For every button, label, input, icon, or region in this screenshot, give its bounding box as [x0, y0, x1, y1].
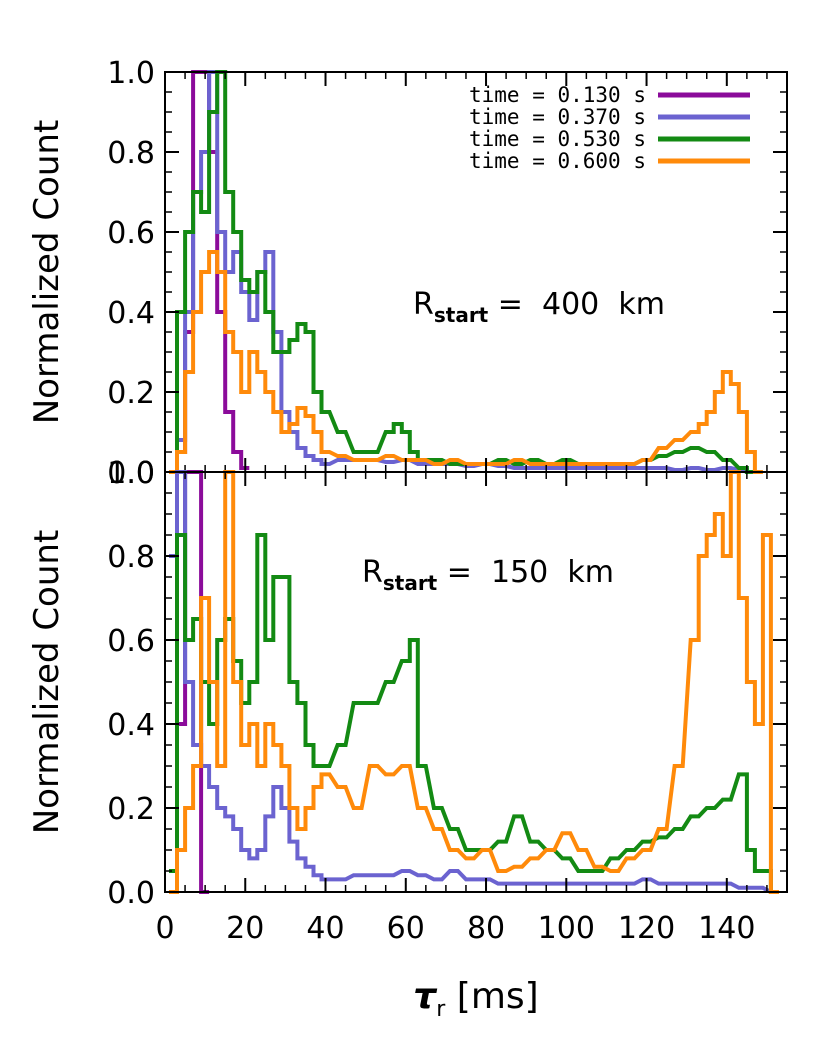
top-y-axis-label: Normalized Count	[27, 120, 67, 425]
bottom-annotation-rest: = 150 km	[437, 555, 614, 590]
top-ytick-label-4: 0.8	[107, 136, 155, 171]
xtick-label-0: 0	[155, 911, 174, 946]
top-ytick-label-5: 1.0	[107, 56, 155, 91]
bottom-ytick-label-4: 0.8	[107, 540, 155, 575]
xtick-label-2: 40	[306, 911, 344, 946]
bottom-ytick-label-2: 0.4	[107, 708, 155, 743]
top-ytick-label-3: 0.6	[107, 216, 155, 251]
xtick-label-5: 100	[538, 911, 595, 946]
bottom-ytick-label-0: 0.0	[107, 876, 155, 911]
legend-label-1: time = 0.370 s	[469, 105, 646, 129]
bottom-y-axis-label: Normalized Count	[27, 530, 67, 835]
top-ytick-label-2: 0.4	[107, 296, 155, 331]
bottom-annotation-main: R	[362, 555, 383, 590]
x-axis-label-rest: [ms]	[445, 976, 538, 1017]
x-axis-label-main: τ	[413, 976, 438, 1017]
top-ytick-label-1: 0.2	[107, 376, 155, 411]
legend-label-2: time = 0.530 s	[469, 127, 646, 151]
xtick-label-7: 140	[698, 911, 755, 946]
top-annotation-rest: = 400 km	[488, 287, 665, 322]
xtick-label-1: 20	[226, 911, 264, 946]
bottom-ytick-label-1: 0.2	[107, 792, 155, 827]
xtick-label-6: 120	[618, 911, 675, 946]
legend-label-0: time = 0.130 s	[469, 83, 646, 107]
bottom-annotation-subscript: start	[383, 571, 438, 595]
legend-label-3: time = 0.600 s	[469, 149, 646, 173]
xtick-label-4: 80	[467, 911, 505, 946]
top-annotation-main: R	[413, 287, 434, 322]
bottom-ytick-label-5: 1.0	[107, 456, 155, 491]
top-annotation-subscript: start	[434, 303, 489, 327]
x-axis-label: τr [ms]	[413, 976, 538, 1022]
xtick-label-3: 60	[387, 911, 425, 946]
bottom-ytick-label-3: 0.6	[107, 624, 155, 659]
